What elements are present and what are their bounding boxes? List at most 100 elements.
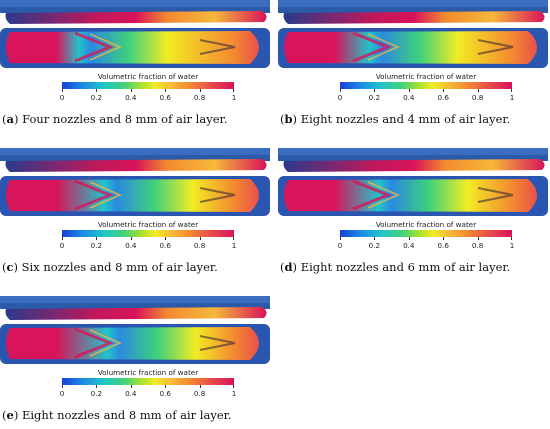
colorbar-tick-label: 0.4 [125,241,137,250]
colorbar-tick-label: 0 [59,93,65,102]
colorbar-tick-labels: 0 0.2 0.4 0.6 0.8 1 [337,241,515,251]
subfigure-a: Volumetric fraction of water 0 0.2 0.4 0.6 0… [0,0,270,130]
colorbar-tick-label: 0.8 [471,93,484,102]
colorbar-tick [443,237,445,240]
colorbar-tick-label: 0.4 [403,241,415,250]
colorbar-gradient [62,378,234,385]
colorbar-tick [165,385,167,388]
colorbar-tick [408,89,410,92]
colorbar-tick [477,237,479,240]
colorbar-tick [340,237,341,240]
hull-contour-e [0,296,270,364]
colorbar-tick-label: 0.2 [90,93,103,102]
colorbar-tick-label: 0.2 [368,93,381,102]
colorbar-tick [62,89,63,92]
colorbar-tick [443,89,445,92]
colorbar-tick [233,237,234,240]
colorbar-title: Volumetric fraction of water [375,220,477,229]
colorbar-tick-label: 1 [231,93,237,102]
colorbar-title: Volumetric fraction of water [97,72,199,81]
colorbar-tick-label: 0.8 [193,389,206,398]
colorbar-tick [374,237,376,240]
hull-contour-c [0,148,270,216]
colorbar-title: Volumetric fraction of water [97,368,199,377]
colorbar-tick-label: 0.4 [125,93,137,102]
colorbar-tick [199,237,201,240]
colorbar-tick [233,89,234,92]
colorbar-gradient [340,230,512,237]
colorbar-c: Volumetric fraction of water 0 0.2 0.4 0.6 0… [59,220,237,260]
caption-c: (c) Six nozzles and 8 mm of air layer. [2,260,218,274]
subfigure-e: Volumetric fraction of water 0 0.2 0.4 0.6 0… [0,296,270,426]
caption-d: (d) Eight nozzles and 6 mm of air layer. [280,260,511,274]
subfigure-d: Volumetric fraction of water 0 0.2 0.4 0.6 0… [278,148,548,278]
colorbar-tick-label: 0 [337,93,343,102]
colorbar-tick-label: 0.2 [90,389,103,398]
colorbar-tick [199,385,201,388]
hull-contour-d [278,148,548,216]
subfigure-c: Volumetric fraction of water 0 0.2 0.4 0.6 0… [0,148,270,278]
colorbar-b: Volumetric fraction of water 0 0.2 0.4 0.6 0… [337,72,515,112]
colorbar-tick [374,89,376,92]
colorbar-tick-label: 0.8 [471,241,484,250]
colorbar-tick-labels: 0 0.2 0.4 0.6 0.8 1 [59,93,237,103]
colorbar-tick-label: 0 [59,389,65,398]
colorbar-gradient [62,82,234,89]
colorbar-tick [199,89,201,92]
colorbar-tick [511,237,512,240]
colorbar-tick-label: 0 [59,241,65,250]
colorbar-ticks [62,237,234,241]
colorbar-tick-label: 0.6 [159,241,171,250]
colorbar-gradient [62,230,234,237]
colorbar-ticks [62,385,234,389]
colorbar-tick-label: 0.8 [193,241,206,250]
colorbar-tick [130,237,132,240]
colorbar-tick-label: 1 [509,241,515,250]
colorbar-tick-label: 0.8 [193,93,206,102]
colorbar-tick-label: 0 [337,241,343,250]
colorbar-tick-label: 0.6 [159,389,171,398]
colorbar-tick [233,385,234,388]
colorbar-ticks [340,237,512,241]
colorbar-tick [62,385,63,388]
colorbar-tick-label: 1 [231,389,237,398]
colorbar-tick [165,89,167,92]
colorbar-title: Volumetric fraction of water [375,72,477,81]
colorbar-tick [62,237,63,240]
colorbar-tick-labels: 0 0.2 0.4 0.6 0.8 1 [59,389,237,399]
hull-contour-b [278,0,548,68]
colorbar-tick [340,89,341,92]
colorbar-tick [96,385,98,388]
colorbar-tick [477,89,479,92]
hull-contour-a [0,0,270,68]
colorbar-tick [165,237,167,240]
colorbar-gradient [340,82,512,89]
colorbar-d: Volumetric fraction of water 0 0.2 0.4 0.6 0… [337,220,515,260]
colorbar-tick-label: 1 [231,241,237,250]
colorbar-tick-labels: 0 0.2 0.4 0.6 0.8 1 [337,93,515,103]
colorbar-a: Volumetric fraction of water 0 0.2 0.4 0.6 0… [59,72,237,112]
colorbar-tick [130,89,132,92]
colorbar-tick-label: 0.4 [403,93,415,102]
colorbar-e: Volumetric fraction of water 0 0.2 0.4 0.6 0… [59,368,237,408]
caption-b: (b) Eight nozzles and 4 mm of air layer. [280,112,511,126]
colorbar-tick [96,237,98,240]
subfigure-b: Volumetric fraction of water 0 0.2 0.4 0.6 0… [278,0,548,130]
colorbar-tick [511,89,512,92]
colorbar-tick-label: 0.6 [437,241,449,250]
caption-a: (a) Four nozzles and 8 mm of air layer. [2,112,228,126]
colorbar-tick [130,385,132,388]
colorbar-tick [96,89,98,92]
colorbar-tick-label: 0.2 [90,241,103,250]
colorbar-tick-labels: 0 0.2 0.4 0.6 0.8 1 [59,241,237,251]
colorbar-tick-label: 0.4 [125,389,137,398]
colorbar-ticks [340,89,512,93]
colorbar-tick [408,237,410,240]
colorbar-tick-label: 0.2 [368,241,381,250]
colorbar-tick-label: 1 [509,93,515,102]
colorbar-tick-label: 0.6 [437,93,449,102]
colorbar-ticks [62,89,234,93]
caption-e: (e) Eight nozzles and 8 mm of air layer. [2,408,232,422]
colorbar-tick-label: 0.6 [159,93,171,102]
colorbar-title: Volumetric fraction of water [97,220,199,229]
